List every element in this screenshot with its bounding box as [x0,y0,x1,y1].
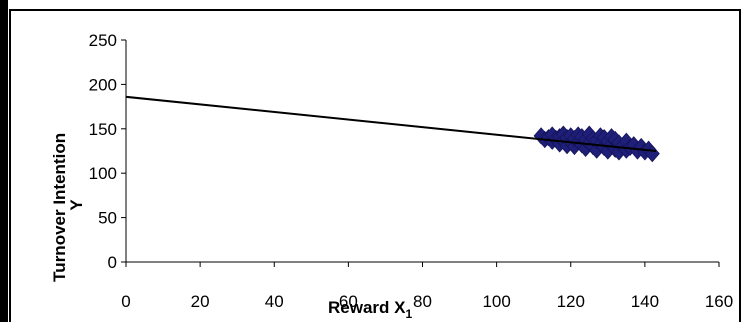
x-axis-title-subscript: 1 [405,307,412,321]
x-tick-label: 0 [121,292,130,311]
y-axis-title: Turnover Intention Y [50,128,86,282]
y-tick-label: 250 [89,31,117,50]
axes: 0 50 100 150 200 250 0 20 40 60 80 100 120 140 160 [89,31,734,311]
regression-line [125,95,657,152]
chart-frame [9,9,741,327]
y-tick-label: 0 [108,253,117,272]
y-tick-label: 50 [98,209,117,228]
chart-left-border [0,0,8,322]
x-axis-title: Reward X1 [328,298,412,321]
x-tick-label: 120 [557,292,585,311]
y-axis-title-line-2: Y [67,199,86,211]
x-tick-label: 140 [631,292,659,311]
axis-labels: Reward X1 Turnover Intention Y [50,128,412,321]
y-tick-label: 150 [89,120,117,139]
x-axis-title-main: Reward X [328,298,406,317]
x-tick-label: 100 [482,292,510,311]
y-axis-title-line-1: Turnover Intention [50,133,69,282]
x-tick-label: 20 [191,292,210,311]
x-tick-label: 80 [413,292,432,311]
y-tick-label: 100 [89,164,117,183]
x-tick-label: 60 [339,292,358,311]
y-tick-label: 200 [89,75,117,94]
plot-marks [125,95,660,163]
x-tick-label: 160 [705,292,733,311]
x-tick-label: 40 [265,292,284,311]
